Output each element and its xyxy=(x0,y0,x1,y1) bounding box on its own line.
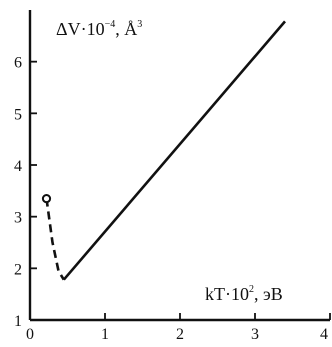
y-tick-label: 1 xyxy=(14,313,22,330)
x-tick-label: 2 xyxy=(176,326,184,343)
axes xyxy=(28,10,330,322)
solid-series-line xyxy=(62,20,286,281)
y-axis-label: ΔV·10−4, Å3 xyxy=(56,19,142,39)
x-tick-label: 1 xyxy=(101,326,109,343)
y-tick-label: 4 xyxy=(14,158,22,175)
series xyxy=(41,20,286,281)
x-tick-label: 4 xyxy=(320,326,328,343)
y-tick-label: 3 xyxy=(14,210,22,227)
x-tick-label: 3 xyxy=(251,326,259,343)
y-tick-label: 6 xyxy=(14,55,22,72)
y-tick-label: 2 xyxy=(14,261,22,278)
dashed-series-line xyxy=(45,198,65,281)
x-axis-label: kT·102, эВ xyxy=(205,284,283,304)
start-point-marker xyxy=(41,193,52,204)
x-tick-label: 0 xyxy=(26,326,34,343)
y-tick-label: 5 xyxy=(14,106,22,123)
